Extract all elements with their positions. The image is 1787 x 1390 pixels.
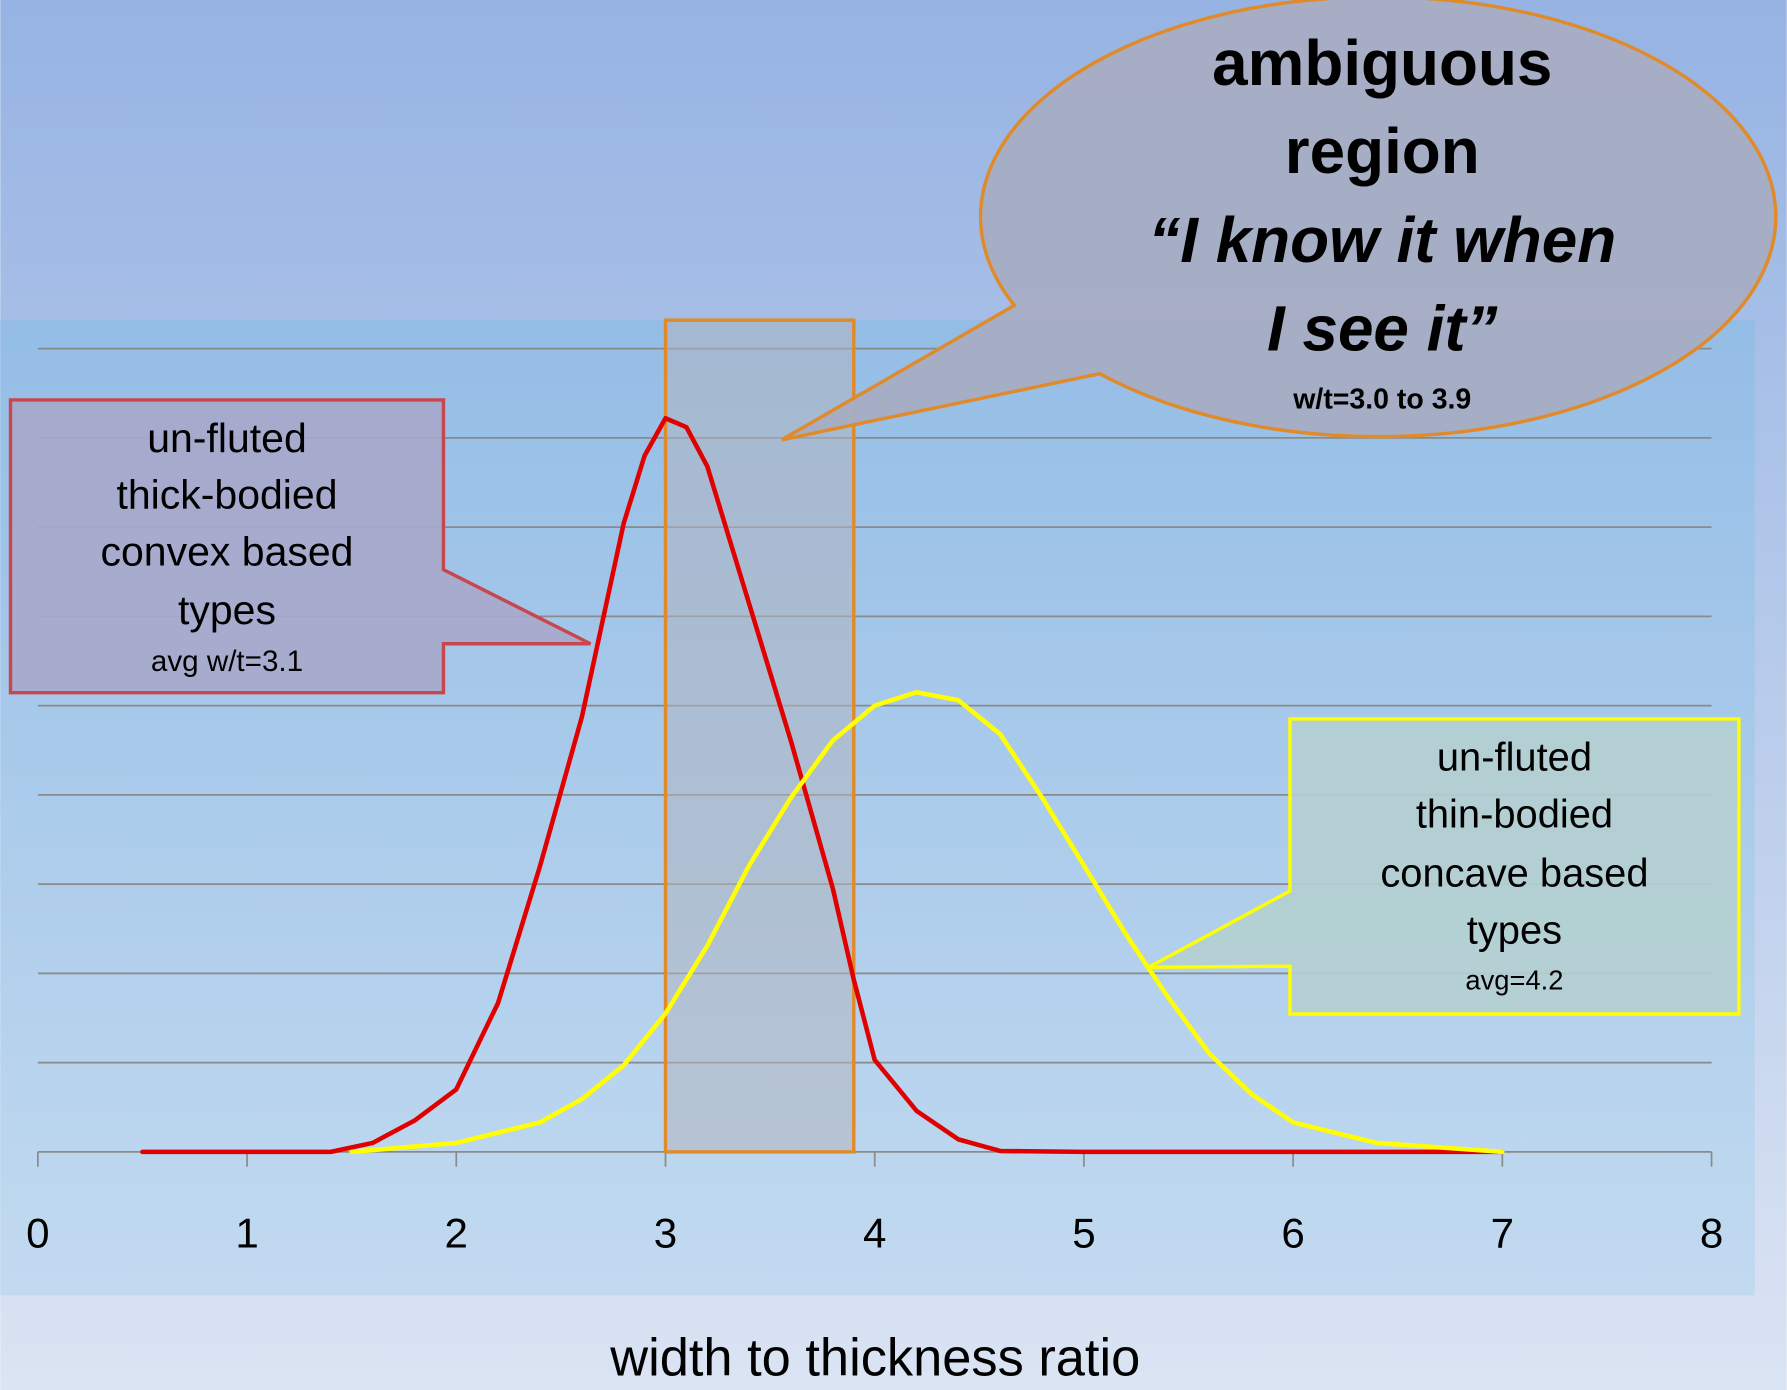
ambiguous-text: “I know it when — [1148, 204, 1616, 276]
thin-text: un-fluted — [1437, 735, 1592, 779]
ambiguous-region — [663, 318, 856, 1154]
thick-text: thick-bodied — [116, 472, 337, 518]
callout-thick — [8, 398, 592, 695]
ambiguous-text: w/t=3.0 to 3.9 — [1292, 384, 1471, 416]
callout-thin — [1147, 717, 1741, 1016]
thick-text: un-fluted — [147, 415, 307, 461]
x-tick-label: 3 — [654, 1209, 677, 1256]
thin-text: concave based — [1380, 852, 1648, 896]
thin-text: thin-bodied — [1416, 792, 1613, 836]
ambiguous-text: ambiguous — [1212, 27, 1552, 99]
x-tick-label: 8 — [1700, 1209, 1723, 1256]
x-tick-label: 6 — [1281, 1209, 1304, 1256]
x-tick-label: 1 — [235, 1209, 258, 1256]
thin-text: avg=4.2 — [1465, 964, 1563, 995]
series-line — [349, 689, 1505, 1155]
thick-text: avg w/t=3.1 — [151, 645, 303, 678]
x-tick-label: 7 — [1491, 1209, 1514, 1256]
ambiguous-text: I see it” — [1267, 293, 1498, 365]
x-tick-label: 2 — [445, 1209, 468, 1256]
series-line — [140, 415, 1505, 1155]
thick-text: convex based — [100, 529, 353, 575]
ambiguous-text: region — [1285, 115, 1480, 187]
x-axis-label: width to thickness ratio — [609, 1329, 1140, 1387]
callout-ambiguous — [780, 0, 1778, 442]
x-tick-label: 0 — [26, 1209, 49, 1256]
x-tick-label: 4 — [863, 1209, 886, 1256]
thick-text: types — [178, 587, 276, 633]
thin-text: types — [1467, 909, 1562, 953]
x-tick-label: 5 — [1072, 1209, 1095, 1256]
